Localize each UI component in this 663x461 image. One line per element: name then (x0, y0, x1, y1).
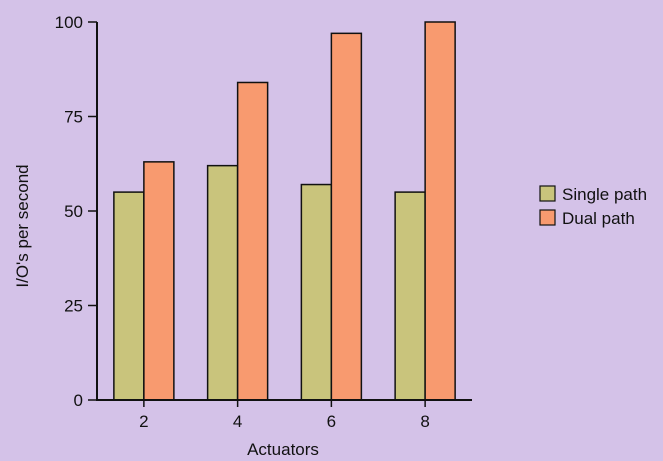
bar-dual-path-8 (424, 21, 456, 401)
x-tick-label: 6 (327, 412, 336, 431)
bar-single-path-2 (113, 191, 145, 401)
legend-label-dual-path: Dual path (562, 209, 635, 228)
bars-group (113, 21, 456, 401)
bar-single-path-4 (206, 164, 239, 401)
y-tick-label: 75 (64, 108, 83, 127)
y-tick-label: 0 (74, 391, 83, 410)
x-tick-label: 8 (420, 412, 429, 431)
legend-swatch-single-path (539, 185, 556, 202)
x-tick-label: 4 (233, 412, 242, 431)
x-ticks-group: 2 4 6 8 (139, 400, 430, 431)
x-tick-label: 2 (139, 412, 148, 431)
bar-dual-path-4 (236, 81, 269, 401)
bar-single-path-8 (394, 191, 426, 401)
y-tick-label: 50 (64, 202, 83, 221)
bar-single-path-6 (300, 183, 333, 401)
bar-dual-path-6 (330, 32, 363, 401)
bar-dual-path-2 (143, 161, 175, 401)
y-tick-label: 100 (55, 13, 83, 32)
legend-label-single-path: Single path (562, 185, 647, 204)
y-axis-title: I/O's per second (13, 164, 32, 287)
y-ticks-group: 0 25 50 75 100 (55, 13, 97, 410)
legend: Single path Dual path (539, 185, 647, 228)
y-tick-label: 25 (64, 297, 83, 316)
legend-swatch-dual-path (539, 209, 556, 226)
x-axis-title: Actuators (247, 440, 319, 459)
